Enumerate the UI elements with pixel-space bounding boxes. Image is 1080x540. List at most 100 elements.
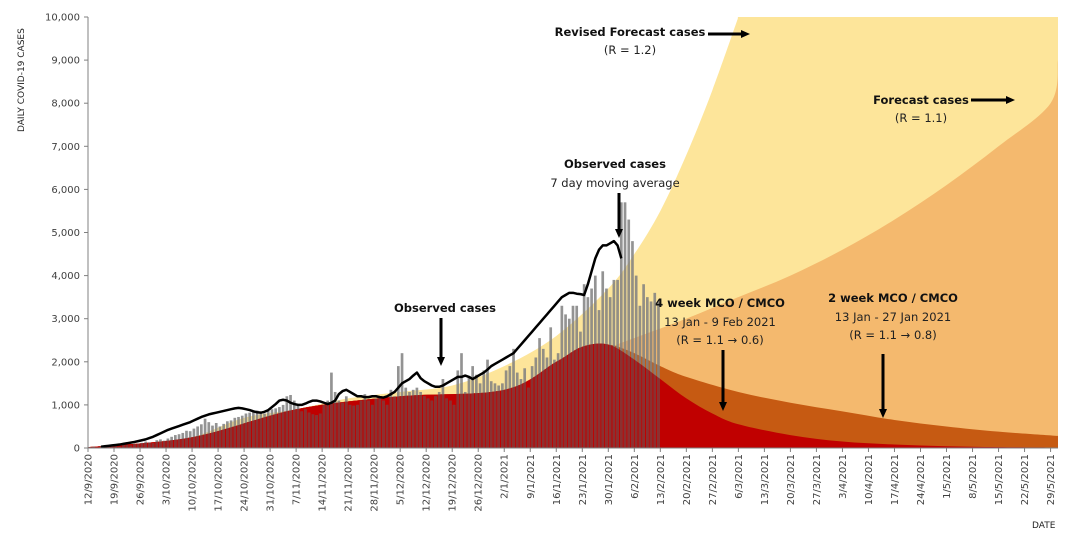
observed-bar-overlay (333, 391, 337, 448)
observed-bar-overlay (560, 343, 564, 448)
x-tick-label: 16/1/2021 (552, 454, 563, 505)
annotation-observed-ma-title: Observed cases (564, 157, 666, 171)
observed-bar-overlay (341, 402, 344, 448)
observed-bar-overlay (255, 410, 259, 448)
observed-bar-overlay (226, 421, 229, 448)
observed-bar (619, 202, 623, 448)
observed-bar-overlay (244, 413, 248, 448)
observed-bar-overlay (281, 404, 285, 448)
y-tick-label: 4,000 (51, 271, 80, 282)
x-tick-label: 24/4/2021 (916, 454, 927, 505)
observed-bar-overlay (519, 379, 523, 448)
observed-bar-overlay (114, 446, 118, 448)
observed-bar-overlay (404, 387, 408, 448)
observed-bar-overlay (274, 408, 278, 448)
observed-bar-overlay (515, 372, 519, 448)
observed-bar-overlay (501, 383, 504, 448)
arrow-head-icon (437, 357, 445, 366)
y-tick-label: 3,000 (51, 314, 80, 325)
observed-bar-overlay (441, 379, 445, 448)
arrow-head-icon (741, 30, 750, 38)
x-tick-label: 8/5/2021 (968, 454, 979, 499)
observed-bar-overlay (449, 400, 452, 448)
observed-bar-overlay (534, 357, 538, 448)
observed-bar-overlay (579, 343, 582, 448)
observed-bar-overlay (140, 442, 144, 448)
arrow-head-icon (719, 402, 727, 411)
observed-bar-overlay (304, 409, 307, 448)
annotation-observed-ma-subtitle: 7 day moving average (550, 176, 679, 190)
observed-bar-overlay (415, 387, 419, 448)
observed-bar-overlay (504, 370, 508, 448)
annotation-observed-title: Observed cases (394, 301, 496, 315)
observed-bar-overlay (259, 412, 263, 448)
observed-bar-overlay (300, 411, 304, 448)
x-tick-label: 20/3/2021 (786, 454, 797, 505)
annotation-forecast-subtitle: (R = 1.1) (895, 111, 947, 125)
observed-bar-overlay (173, 435, 177, 448)
y-axis-ticks: 0 1,000 2,000 3,000 4,000 5,000 6,000 7,000 8,00… (45, 13, 88, 455)
observed-bar-overlay (289, 394, 292, 448)
observed-bar-overlay (590, 343, 593, 448)
observed-bar-overlay (337, 400, 341, 448)
y-tick-label: 7,000 (51, 142, 80, 153)
observed-bar-overlay (482, 370, 486, 448)
observed-bar-overlay (248, 412, 252, 448)
observed-bar-overlay (564, 343, 567, 448)
observed-bar-overlay (634, 343, 638, 448)
y-tick-label: 10,000 (45, 13, 80, 24)
observed-bar-overlay (645, 343, 649, 448)
moving-average-line (100, 239, 623, 448)
x-tick-label: 21/11/2020 (344, 454, 355, 512)
annotation-observed: Observed cases (394, 301, 496, 366)
x-tick-label: 20/2/2021 (682, 454, 693, 505)
annotation-4-week-mco-title: 4 week MCO / CMCO (655, 296, 785, 310)
annotation-revised-forecast-subtitle: (R = 1.2) (604, 43, 656, 57)
observed-bar-overlay (233, 417, 237, 448)
observed-bar-overlay (411, 389, 415, 448)
x-tick-label: 1/5/2021 (942, 454, 953, 499)
x-tick-label: 7/11/2020 (292, 454, 303, 505)
x-tick-label: 9/1/2021 (526, 454, 537, 499)
observed-bar-overlay (623, 343, 627, 448)
x-tick-label: 27/2/2021 (708, 454, 719, 505)
observed-bar-overlay (489, 381, 493, 448)
observed-bar-overlay (196, 426, 199, 448)
observed-bar-overlay (586, 343, 590, 448)
observed-bar-overlay (423, 396, 426, 448)
observed-bar-overlay (326, 400, 330, 448)
observed-bar-overlay (456, 370, 460, 448)
observed-bar-overlay (601, 343, 605, 448)
observed-bar-overlay (356, 404, 359, 448)
observed-bar-overlay (318, 413, 322, 448)
annotation-revised-forecast: Revised Forecast cases (R = 1.2) (555, 25, 750, 57)
x-tick-label: 24/10/2020 (240, 454, 251, 512)
observed-bar-overlay (240, 415, 244, 448)
observed-bar-overlay (188, 431, 192, 448)
x-tick-label: 14/11/2020 (318, 454, 329, 512)
x-axis-ticks: 12/9/2020 19/9/2020 26/9/2020 3/10/2020 10/1… (84, 448, 1057, 512)
observed-bar-overlay (497, 385, 501, 448)
annotation-revised-forecast-title: Revised Forecast cases (555, 25, 706, 39)
observed-bar-overlay (567, 343, 571, 448)
observed-bar-overlay (571, 343, 575, 448)
observed-bar-overlay (315, 415, 318, 448)
observed-bar-overlay (597, 343, 601, 448)
observed-bar (657, 301, 660, 448)
observed-bar-overlay (478, 383, 482, 448)
observed-bar-overlay (136, 443, 140, 448)
annotation-forecast: Forecast cases (R = 1.1) (873, 93, 1015, 125)
x-tick-label: 13/3/2021 (760, 454, 771, 505)
observed-bar-overlay (619, 343, 623, 448)
y-tick-label: 1,000 (51, 400, 80, 411)
observed-bar-overlay (523, 368, 527, 448)
observed-bar-overlay (92, 446, 95, 448)
annotation-4-week-mco: 4 week MCO / CMCO 13 Jan - 9 Feb 2021 (R… (655, 296, 785, 411)
observed-bar-overlay (363, 394, 367, 448)
observed-bar-overlay (192, 428, 196, 448)
annotation-2-week-mco-title: 2 week MCO / CMCO (828, 291, 958, 305)
observed-bar-overlay (538, 343, 541, 448)
x-tick-label: 19/12/2020 (448, 454, 459, 512)
observed-bar-overlay (263, 413, 266, 448)
